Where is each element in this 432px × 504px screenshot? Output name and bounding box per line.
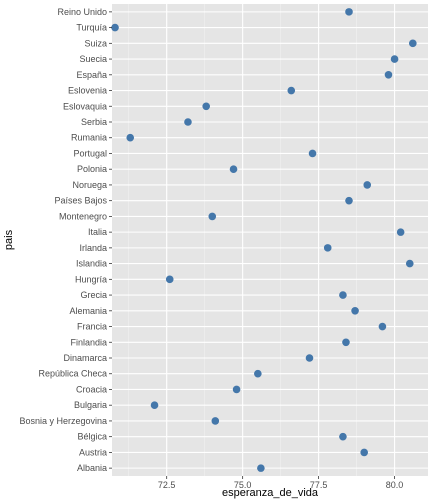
data-point — [345, 196, 353, 205]
data-point — [360, 448, 368, 457]
y-tick-label: Croacia — [76, 384, 107, 394]
data-point — [211, 417, 220, 425]
data-point — [208, 212, 217, 221]
y-tick-label: Hungría — [75, 274, 107, 284]
y-tick-label: Suiza — [84, 38, 107, 48]
y-tick-labels: Albania Austria Bélgica Bosnia y Herzegovin… — [19, 7, 112, 473]
y-tick-label: Grecia — [80, 290, 107, 300]
data-point — [396, 228, 405, 236]
data-point — [378, 322, 387, 331]
y-axis-title: pais — [3, 229, 15, 250]
y-tick-label: Turquía — [76, 23, 107, 33]
data-point — [405, 259, 414, 268]
y-tick-label: Bulgaria — [74, 400, 107, 410]
data-point — [363, 181, 372, 189]
data-point — [351, 307, 359, 315]
y-tick-label: Islandia — [76, 259, 107, 269]
data-point — [257, 464, 265, 472]
y-tick-label: España — [76, 70, 107, 80]
y-tick-label: Irlanda — [79, 243, 107, 253]
data-point — [202, 102, 210, 111]
y-tick-label: Alemania — [69, 306, 107, 316]
data-point — [345, 8, 353, 16]
data-point — [339, 291, 347, 299]
data-point — [305, 354, 314, 362]
y-tick-label: Albania — [77, 463, 107, 473]
data-point — [308, 149, 317, 158]
data-point — [323, 244, 332, 252]
data-point — [254, 369, 262, 378]
y-tick-label: Bosnia y Herzegovina — [19, 416, 107, 426]
y-tick-label: Países Bajos — [54, 196, 107, 206]
data-point — [287, 86, 296, 95]
grid-lines — [112, 4, 428, 476]
data-point — [390, 55, 399, 63]
y-tick-label: Suecia — [79, 54, 107, 64]
y-tick-label: República Checa — [38, 369, 107, 379]
x-tick-labels: 72.5 75.0 77.5 80.0 — [158, 476, 403, 490]
data-point — [184, 118, 192, 126]
data-point — [384, 71, 393, 79]
data-points — [111, 8, 417, 472]
y-tick-label: Rumania — [71, 133, 107, 143]
y-tick-label: Montenegro — [59, 211, 107, 221]
data-point — [229, 165, 238, 173]
y-tick-label: Finlandia — [70, 337, 107, 347]
y-tick-label: Serbia — [81, 117, 107, 127]
data-point — [342, 338, 350, 347]
data-point — [111, 23, 119, 32]
data-point — [126, 133, 135, 142]
data-point — [339, 432, 347, 441]
panel-background — [112, 4, 428, 476]
y-tick-label: Reino Unido — [57, 7, 107, 17]
data-point — [409, 39, 417, 48]
y-tick-label: Portugal — [73, 148, 107, 158]
x-tick-label: 75.0 — [234, 480, 252, 490]
y-tick-label: Noruega — [72, 180, 107, 190]
y-tick-label: Eslovaquia — [63, 101, 107, 111]
y-tick-label: Dinamarca — [63, 353, 107, 363]
data-point — [232, 385, 241, 394]
y-tick-label: Eslovenia — [68, 86, 107, 96]
x-tick-label: 80.0 — [386, 480, 404, 490]
data-point — [150, 401, 159, 410]
x-tick-label: 77.5 — [310, 480, 328, 490]
y-tick-label: Francia — [77, 322, 107, 332]
y-tick-label: Bélgica — [77, 432, 107, 442]
y-tick-label: Polonia — [77, 164, 107, 174]
y-tick-label: Austria — [79, 447, 107, 457]
data-point — [165, 275, 174, 284]
x-tick-label: 72.5 — [158, 480, 176, 490]
x-axis-title: esperanza_de_vida — [222, 487, 319, 499]
y-tick-label: Italia — [88, 227, 107, 237]
